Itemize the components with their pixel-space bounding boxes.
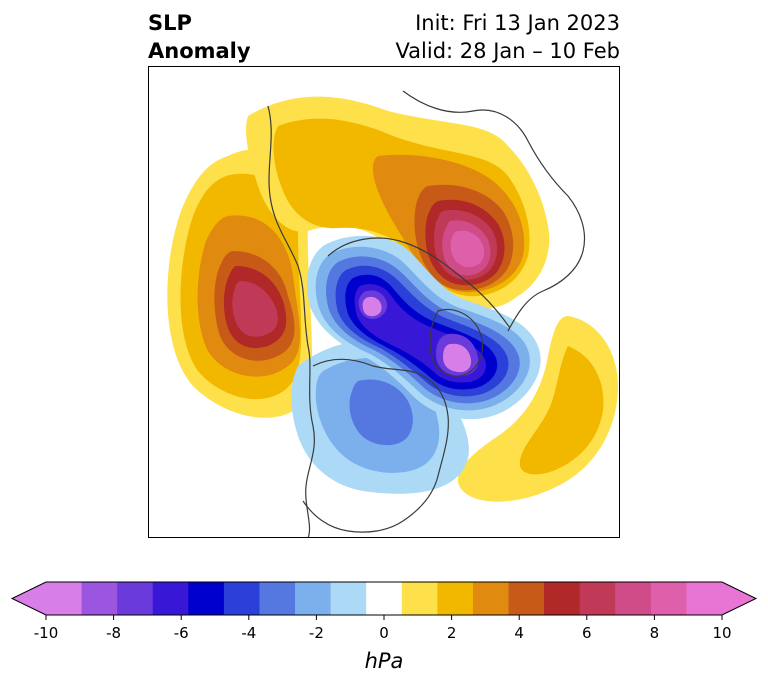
colorbar-block [437,582,474,615]
colorbar-tick-label: 4 [514,624,524,642]
colorbar-tick-label: 2 [447,624,457,642]
colorbar-tick-label: 10 [712,624,731,642]
title-line-2: Anomaly [148,39,251,63]
colorbar-block [615,582,652,615]
colorbar-over-arrow [722,582,756,615]
pacific-high-anomaly [167,149,313,418]
colorbar-block [330,582,367,615]
eurasian-high-anomaly [246,96,550,310]
coastlines [267,90,586,538]
colorbar-tick-label: 8 [650,624,660,642]
coastline-north-america [302,358,449,533]
colorbar-label: hPa [365,649,404,673]
colorbar-ticks: -10 -8 -6 -4 -2 0 2 4 6 8 10 [34,615,732,642]
colorbar-block [188,582,225,615]
colorbar-block [472,582,510,615]
colorbar-tick-label: -6 [174,624,189,642]
colorbar-block [295,582,332,615]
map-title: SLP Anomaly [148,9,251,65]
anomaly-map [148,66,620,538]
colorbar-tick-label: -8 [106,624,121,642]
arctic-low-level-8 [362,296,472,373]
init-date: Init: Fri 13 Jan 2023 [415,11,620,35]
pacific-high-level-6 [232,281,278,337]
na-low-level-3 [349,379,413,446]
colorbar-block [686,582,723,615]
coastline-greenland [429,308,484,377]
atlantic-high-anomaly [457,316,618,502]
colorbar: -10 -8 -6 -4 -2 0 2 4 6 8 10 hPa [10,581,758,673]
eurasian-high-level-8 [450,230,485,268]
map-border [148,66,620,538]
colorbar-block [81,582,118,615]
coastline-west [267,105,315,538]
coastline-eurasia [402,90,586,332]
colorbar-block [366,582,403,615]
colorbar-under-arrow [12,582,46,615]
colorbar-block [650,582,687,615]
title-line-1: SLP [148,11,192,35]
colorbar-blocks [46,582,723,615]
colorbar-block [46,582,83,615]
colorbar-tick-label: -4 [241,624,256,642]
colorbar-block [579,582,616,615]
valid-range: Valid: 28 Jan – 10 Feb [395,39,620,63]
colorbar-tick-label: 0 [379,624,389,642]
date-info: Init: Fri 13 Jan 2023 Valid: 28 Jan – 10… [395,9,620,65]
colorbar-block [223,582,260,615]
colorbar-block [117,582,154,615]
arctic-low-anomaly [306,235,541,420]
colorbar-tick-label: 6 [582,624,592,642]
colorbar-tick-label: -10 [34,624,59,642]
colorbar-block [401,582,438,615]
colorbar-block [544,582,581,615]
coastline-arctic-ring [327,237,511,329]
colorbar-block [259,582,296,615]
colorbar-block [508,582,545,615]
colorbar-tick-label: -2 [309,624,324,642]
colorbar-block [152,582,189,615]
atlantic-high-level-2 [519,346,604,475]
